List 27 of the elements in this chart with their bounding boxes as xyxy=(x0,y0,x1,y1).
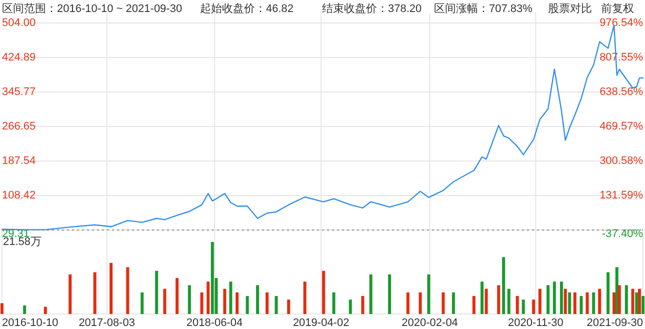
annotation: 21.58万 xyxy=(3,236,42,248)
y2-tick-label: 469.57% xyxy=(600,120,644,132)
y-tick-label: 504.00 xyxy=(2,17,36,29)
x-tick-label: 2020-11-30 xyxy=(508,317,564,329)
text: 起始收盘价：46.82 xyxy=(200,3,294,15)
x-tick-label: 2016-10-10 xyxy=(2,317,58,329)
x-tick-label: 2020-02-04 xyxy=(402,317,458,329)
x-tick-label: 2017-08-03 xyxy=(78,317,135,329)
y-tick-label: 108.42 xyxy=(2,190,36,202)
y2-tick-label: -37.40% xyxy=(602,228,644,240)
text: 区间涨幅：707.83% xyxy=(434,3,533,15)
y-tick-label: 424.89 xyxy=(2,52,36,64)
text: 区间范围：2016-10-10 ~ 2021-09-30 xyxy=(2,2,182,15)
y2-tick-label: 131.59% xyxy=(600,190,644,202)
y-tick-label: 345.77 xyxy=(2,86,36,98)
y2-tick-label: 300.58% xyxy=(600,155,644,167)
y2-tick-label: 976.54% xyxy=(600,17,644,29)
x-tick-label: 2018-06-04 xyxy=(186,317,243,329)
x-tick-label: 2019-04-02 xyxy=(292,317,350,329)
text: 前复权 xyxy=(601,3,634,15)
y-tick-label: 187.54 xyxy=(2,155,36,167)
y-tick-label: 266.65 xyxy=(2,120,36,132)
line-series xyxy=(1,24,644,230)
text: 结束收盘价：378.20 xyxy=(322,2,422,15)
x-tick-label: 2021-09-30 xyxy=(586,317,643,329)
text: 股票对比 xyxy=(548,2,592,15)
y2-tick-label: 638.56% xyxy=(600,86,644,98)
